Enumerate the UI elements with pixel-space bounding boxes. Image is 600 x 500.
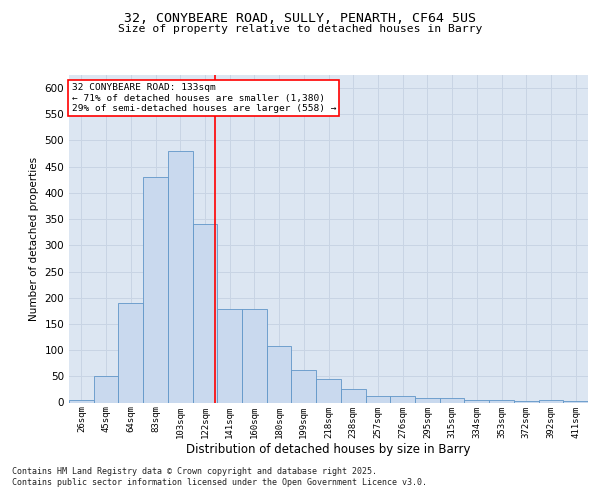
- Y-axis label: Number of detached properties: Number of detached properties: [29, 156, 39, 321]
- X-axis label: Distribution of detached houses by size in Barry: Distribution of detached houses by size …: [186, 443, 471, 456]
- Bar: [365, 396, 390, 402]
- Bar: [514, 401, 539, 402]
- Text: Contains HM Land Registry data © Crown copyright and database right 2025.: Contains HM Land Registry data © Crown c…: [12, 468, 377, 476]
- Bar: [440, 398, 464, 402]
- Text: Contains public sector information licensed under the Open Government Licence v3: Contains public sector information licen…: [12, 478, 427, 487]
- Bar: [168, 151, 193, 403]
- Bar: [489, 400, 514, 402]
- Bar: [267, 346, 292, 403]
- Bar: [292, 370, 316, 402]
- Bar: [415, 398, 440, 402]
- Text: 32 CONYBEARE ROAD: 133sqm
← 71% of detached houses are smaller (1,380)
29% of se: 32 CONYBEARE ROAD: 133sqm ← 71% of detac…: [71, 83, 336, 113]
- Bar: [69, 400, 94, 402]
- Bar: [217, 309, 242, 402]
- Text: 32, CONYBEARE ROAD, SULLY, PENARTH, CF64 5US: 32, CONYBEARE ROAD, SULLY, PENARTH, CF64…: [124, 12, 476, 26]
- Bar: [316, 380, 341, 402]
- Bar: [94, 376, 118, 402]
- Text: Size of property relative to detached houses in Barry: Size of property relative to detached ho…: [118, 24, 482, 34]
- Bar: [118, 303, 143, 402]
- Bar: [143, 177, 168, 402]
- Bar: [563, 401, 588, 402]
- Bar: [464, 400, 489, 402]
- Bar: [193, 224, 217, 402]
- Bar: [341, 390, 365, 402]
- Bar: [539, 400, 563, 402]
- Bar: [242, 309, 267, 402]
- Bar: [390, 396, 415, 402]
